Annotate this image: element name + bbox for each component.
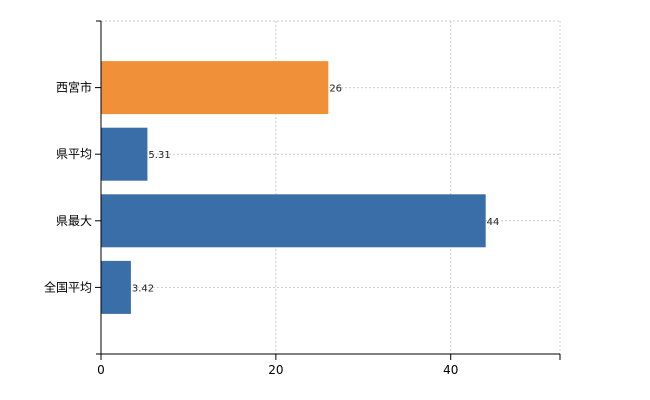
y-tick-label: 県平均	[56, 147, 92, 161]
bar-1	[101, 61, 329, 115]
y-tick-label: 全国平均	[44, 279, 92, 294]
y-tick-label: 県最大	[56, 214, 92, 228]
x-tick-label: 20	[268, 363, 283, 377]
y-tick-label: 西宮市	[56, 80, 92, 95]
x-tick-label: 0	[97, 363, 105, 377]
x-tick-label: 40	[443, 363, 458, 377]
bars: 26 5.31 44 3.42	[101, 61, 499, 314]
bar-2	[101, 127, 148, 181]
data-label-4: 3.42	[132, 283, 154, 294]
bar-4	[101, 260, 131, 314]
bar-3	[101, 194, 486, 248]
data-label-3: 44	[487, 217, 500, 228]
data-label-1: 26	[329, 84, 342, 95]
data-label-2: 5.31	[148, 150, 170, 161]
